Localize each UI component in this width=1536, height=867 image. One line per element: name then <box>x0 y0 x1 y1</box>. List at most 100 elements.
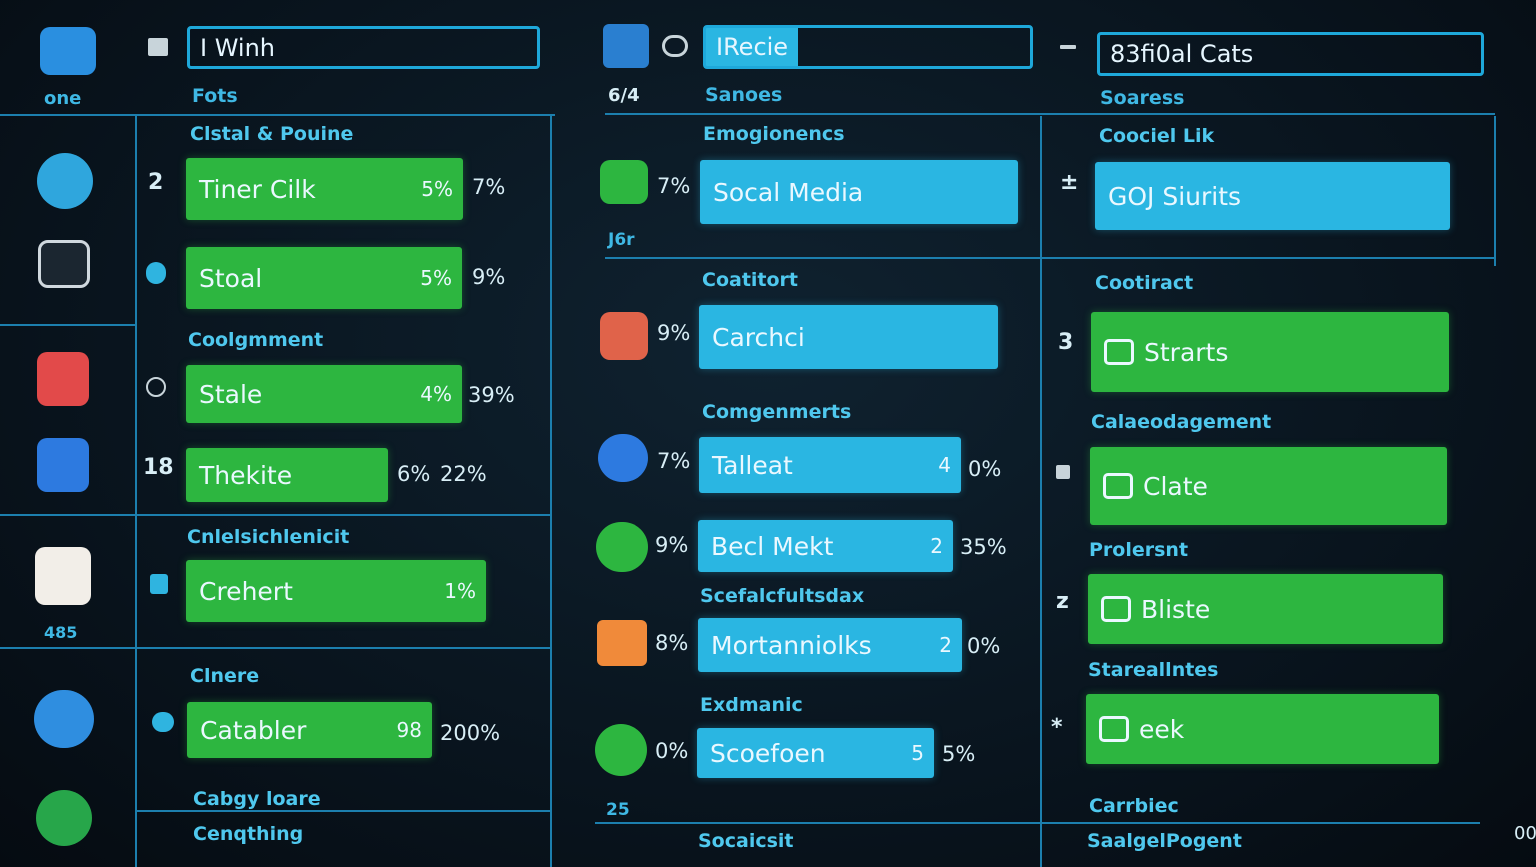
bar[interactable]: Carchci <box>699 305 998 369</box>
bar-icon <box>1103 473 1133 499</box>
bar[interactable]: Clate <box>1090 447 1447 525</box>
row-icon <box>146 377 166 397</box>
search-box[interactable]: 83fi0al Cats <box>1097 32 1484 76</box>
row-icon <box>600 312 648 360</box>
row-value: 0% <box>967 634 1001 658</box>
corner-label: 00 <box>1514 823 1536 844</box>
row-percent: 7% <box>657 174 691 198</box>
app-icon[interactable] <box>37 153 93 209</box>
section-heading: Coatitort <box>702 269 799 291</box>
search-text: 83fi0al Cats <box>1110 40 1254 68</box>
divider <box>550 116 552 867</box>
row-value: 22% <box>440 462 487 486</box>
bar-value: 5 <box>911 741 924 765</box>
bar[interactable]: Socal Media <box>700 160 1018 224</box>
section-heading: Clnere <box>190 665 260 687</box>
bar-label: GOJ Siurits <box>1108 181 1242 211</box>
section-heading: Scefalcfultsdax <box>700 585 865 607</box>
bar[interactable]: Catabler 98 <box>187 702 432 758</box>
sidebar-label: 485 <box>44 623 78 642</box>
bar-label: Stale <box>199 379 263 409</box>
bar[interactable]: Mortanniolks 2 <box>698 618 962 672</box>
app-icon[interactable] <box>40 27 96 75</box>
bar-label: Mortanniolks <box>711 630 872 660</box>
row-value: 39% <box>468 383 515 407</box>
bar-value: 6% <box>397 462 431 486</box>
bar[interactable]: Scoefoen 5 <box>697 728 934 778</box>
bar[interactable]: Bliste <box>1088 574 1443 644</box>
section-heading: Calaeodagement <box>1091 411 1272 433</box>
divider <box>1040 116 1042 867</box>
bar[interactable]: Crehert 1% <box>186 560 486 622</box>
row-marker: * <box>1051 715 1063 740</box>
bar-value: 1% <box>444 579 476 603</box>
bar[interactable]: Tiner Cilk 5% <box>186 158 463 220</box>
bar-label: Socal Media <box>713 177 864 207</box>
row-value: 5% <box>942 742 976 766</box>
divider <box>605 257 1495 259</box>
bar-value: 2 <box>930 534 943 558</box>
bar-icon <box>1099 716 1129 742</box>
bar[interactable]: Stoal 5% <box>186 247 462 309</box>
section-heading: Cootiract <box>1095 272 1194 294</box>
app-icon[interactable] <box>36 790 92 846</box>
bar[interactable]: eek <box>1086 694 1439 764</box>
app-icon[interactable] <box>603 24 649 68</box>
bar-label: eek <box>1139 714 1185 744</box>
bar-label: Scoefoen <box>710 738 826 768</box>
row-icon <box>595 724 647 776</box>
row-percent: 8% <box>655 631 689 655</box>
section-heading: Clstal & Pouine <box>190 123 354 145</box>
note: 25 <box>606 800 630 820</box>
section-heading: Cnlelsichlenicit <box>187 526 350 548</box>
caption: Soaress <box>1100 87 1185 109</box>
row-icon <box>597 620 647 666</box>
bar[interactable]: Strarts <box>1091 312 1449 392</box>
menu-icon[interactable] <box>1060 45 1076 49</box>
note: J6r <box>608 230 635 250</box>
app-icon[interactable] <box>34 690 94 748</box>
section-heading: Coociel Lik <box>1099 125 1215 147</box>
bar-icon <box>1104 339 1134 365</box>
bar-label: Catabler <box>200 715 307 745</box>
bar[interactable]: Becl Mekt 2 <box>698 520 953 572</box>
divider <box>0 324 135 326</box>
back-icon[interactable] <box>148 38 168 56</box>
section-heading: Cabgy loare <box>193 788 321 810</box>
section-heading: Prolersnt <box>1089 539 1189 561</box>
section-heading: Stareallntes <box>1088 659 1219 681</box>
caption: Sanoes <box>705 84 783 106</box>
app-icon[interactable] <box>37 352 89 406</box>
app-icon[interactable] <box>35 547 91 605</box>
row-icon <box>598 434 648 482</box>
bar-label: Talleat <box>712 450 793 480</box>
app-icon[interactable] <box>38 240 90 288</box>
bar-label: Becl Mekt <box>711 531 834 561</box>
bar[interactable]: Stale 4% <box>186 365 462 423</box>
bar-value: 5% <box>421 177 453 201</box>
bar[interactable]: Thekite <box>186 448 388 502</box>
section-heading: SaalgelPogent <box>1087 830 1242 852</box>
link-icon[interactable] <box>662 35 688 57</box>
section-heading: Emogionencs <box>703 123 845 145</box>
row-marker: 3 <box>1058 330 1074 355</box>
search-box[interactable]: I Winh <box>187 26 540 69</box>
row-percent: 0% <box>655 739 689 763</box>
bar-label: Tiner Cilk <box>199 174 316 204</box>
app-icon[interactable] <box>37 438 89 492</box>
bar[interactable]: Talleat 4 <box>699 437 961 493</box>
divider <box>135 116 137 867</box>
row-marker: ± <box>1060 170 1079 195</box>
row-icon <box>596 522 648 572</box>
bar[interactable]: GOJ Siurits <box>1095 162 1450 230</box>
row-value: 35% <box>960 535 1007 559</box>
search-box[interactable]: IRecie <box>703 25 1033 69</box>
row-value: 7% <box>472 175 506 199</box>
bar-value: 4% <box>420 382 452 406</box>
bar-value: 98 <box>396 718 422 742</box>
row-marker: 2 <box>148 170 164 195</box>
row-marker: z <box>1056 589 1069 614</box>
divider <box>0 514 550 516</box>
